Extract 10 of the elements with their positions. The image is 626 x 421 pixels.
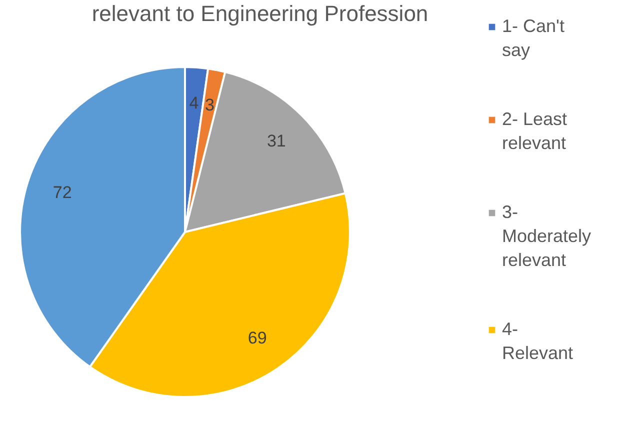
legend-label: 2- Least relevant xyxy=(502,109,568,153)
data-label: 3 xyxy=(204,96,214,115)
chart-title: relevant to Engineering Profession xyxy=(92,1,428,26)
data-label: 31 xyxy=(266,131,286,150)
legend-label: 1- Can't say xyxy=(502,16,564,60)
data-label: 69 xyxy=(248,328,267,348)
data-label: 72 xyxy=(52,183,72,202)
legend-label: 3- Moderately relevant xyxy=(502,202,592,270)
legend-label: 4- Relevant xyxy=(502,319,574,363)
data-label: 4 xyxy=(189,94,199,113)
